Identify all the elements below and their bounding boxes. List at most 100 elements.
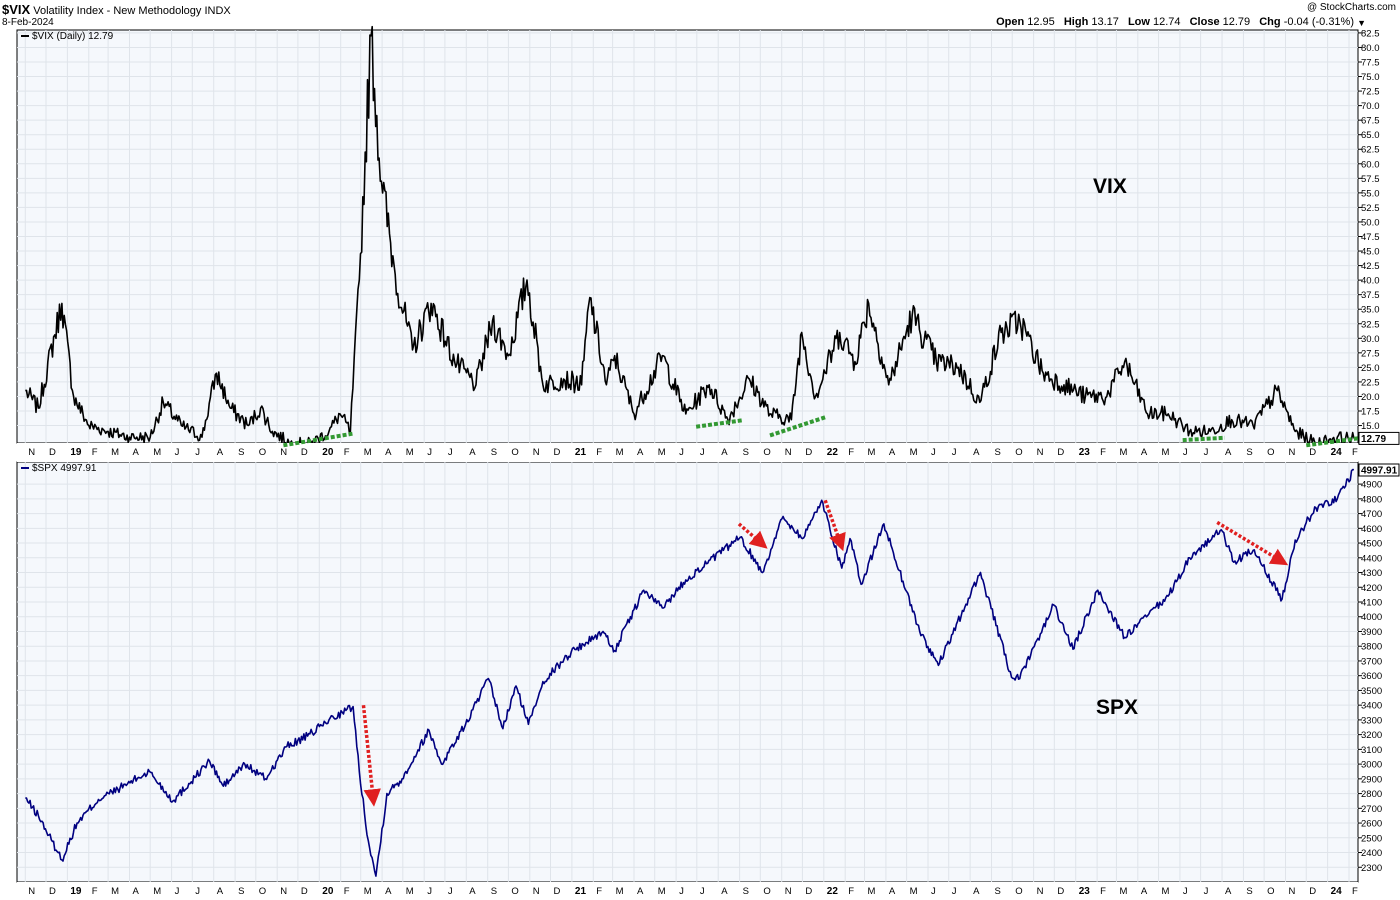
x-tick-label: F <box>1352 447 1358 458</box>
x-tick-label: S <box>1246 447 1252 458</box>
symbol: $VIX <box>2 2 31 17</box>
x-tick-label: A <box>1225 886 1232 897</box>
x-tick-label: N <box>785 886 792 897</box>
x-tick-label: J <box>679 886 684 897</box>
symbol-name: Volatility Index - New Methodology <box>33 5 202 17</box>
y-tick-label: 82.5 <box>1361 28 1380 39</box>
x-tick-label: J <box>679 447 684 458</box>
x-tick-label: S <box>743 886 749 897</box>
x-axis-bottom: N D 19 F M A M J J A S O N D 20 F M A M J J A S O N D 21 F M A M J J A S O N… <box>17 882 1358 899</box>
x-tick-label: D <box>301 886 308 897</box>
y-tick-label: 4600 <box>1361 524 1382 535</box>
y-tick-label: 70.0 <box>1361 101 1380 112</box>
x-tick-label: N <box>533 447 540 458</box>
x-tick-label: J <box>931 886 936 897</box>
x-tick-label: D <box>1309 447 1316 458</box>
y-tick-label: 4800 <box>1361 494 1382 505</box>
y-tick-label: 55.0 <box>1361 188 1380 199</box>
stat-label-chg: Chg <box>1259 16 1281 28</box>
y-tick-label: 4100 <box>1361 598 1382 609</box>
chart-title: $VIX Volatility Index - New Methodology … <box>2 2 231 17</box>
x-tick-label: M <box>153 447 161 458</box>
last-value-label: 4997.91 <box>1361 466 1398 477</box>
x-tick-label: D <box>805 886 812 897</box>
x-tick-label: 19 <box>70 447 82 458</box>
dropdown-caret-icon[interactable]: ▼ <box>1357 18 1366 28</box>
x-tick-label: A <box>132 886 139 897</box>
x-axis-band <box>17 882 1358 899</box>
y-tick-label: 4000 <box>1361 612 1382 623</box>
x-tick-label: M <box>658 886 666 897</box>
x-tick-label: A <box>385 447 392 458</box>
x-tick-label: A <box>637 447 644 458</box>
y-tick-label: 17.5 <box>1361 407 1380 418</box>
x-tick-label: M <box>111 886 119 897</box>
vix-annotation: VIX <box>1093 175 1127 198</box>
x-axis-band <box>17 443 1358 462</box>
x-tick-label: 24 <box>1331 886 1343 897</box>
red-arrow <box>823 499 846 552</box>
y-tick-label: 72.5 <box>1361 87 1380 98</box>
x-tick-label: J <box>448 886 453 897</box>
x-tick-label: 23 <box>1079 447 1091 458</box>
x-tick-label: M <box>1162 447 1170 458</box>
x-tick-label: A <box>385 886 392 897</box>
y-tick-label: 25.0 <box>1361 363 1380 374</box>
copyright: @ StockCharts.com <box>1306 2 1396 13</box>
x-tick-label: F <box>596 886 602 897</box>
stat-value-open: 12.95 <box>1027 16 1055 28</box>
x-axis-top: N D 19 F M A M J J A S O N D 20 F M A M J J A S O N D 21 F M A M J J A S O N… <box>17 443 1358 462</box>
y-tick-label: 35.0 <box>1361 305 1380 316</box>
plot-area <box>16 461 1359 883</box>
x-tick-label: J <box>1204 447 1209 458</box>
x-tick-label: F <box>1100 447 1106 458</box>
y-tick-label: 4700 <box>1361 509 1382 520</box>
x-tick-label: 21 <box>575 447 587 458</box>
x-tick-label: A <box>973 886 980 897</box>
y-tick-label: 37.5 <box>1361 290 1380 301</box>
y-tick-label: 57.5 <box>1361 174 1380 185</box>
y-tick-label: 3800 <box>1361 642 1382 653</box>
x-tick-label: N <box>1037 447 1044 458</box>
y-tick-label: 22.5 <box>1361 377 1380 388</box>
x-tick-label: J <box>952 886 957 897</box>
x-tick-label: J <box>195 886 200 897</box>
x-tick-label: D <box>554 886 561 897</box>
y-tick-label: 3700 <box>1361 656 1382 667</box>
y-tick-label: 3400 <box>1361 701 1382 712</box>
y-tick-label: 3000 <box>1361 760 1382 771</box>
y-tick-label: 15.0 <box>1361 421 1380 432</box>
y-tick-label: 67.5 <box>1361 116 1380 127</box>
y-tick-label: 52.5 <box>1361 203 1380 214</box>
x-tick-label: F <box>344 886 350 897</box>
x-tick-label: O <box>259 447 266 458</box>
y-tick-label: 80.0 <box>1361 43 1380 54</box>
x-tick-label: D <box>1057 447 1064 458</box>
vix-panel: 15.0 17.5 20.0 22.5 25.0 27.5 30.0 32.5 35.0 37.5… <box>16 25 1400 450</box>
x-tick-label: F <box>344 447 350 458</box>
x-tick-label: A <box>637 886 644 897</box>
x-tick-label: N <box>28 886 35 897</box>
chart-header: $VIX Volatility Index - New Methodology … <box>0 0 1400 30</box>
x-tick-label: A <box>1225 447 1232 458</box>
x-tick-label: N <box>533 886 540 897</box>
y-tick-label: 2700 <box>1361 804 1382 815</box>
x-tick-label: D <box>1309 886 1316 897</box>
stat-value-low: 12.74 <box>1153 16 1181 28</box>
y-tick-label: 75.0 <box>1361 72 1380 83</box>
x-tick-label: J <box>1183 886 1188 897</box>
x-tick-label: D <box>49 447 56 458</box>
x-tick-label: M <box>406 447 414 458</box>
y-tick-label: 3600 <box>1361 671 1382 682</box>
x-tick-label: M <box>153 886 161 897</box>
x-tick-label: 19 <box>70 886 82 897</box>
stat-label-low: Low <box>1127 16 1150 28</box>
vix-series-line <box>25 25 1355 450</box>
x-tick-label: M <box>868 886 876 897</box>
y-tick-label: 4400 <box>1361 553 1382 564</box>
support-dashed-line <box>769 414 828 438</box>
red-arrow <box>1216 520 1289 566</box>
support-dashed-line <box>1182 435 1225 443</box>
stat-value-chg: -0.04 (-0.31%) <box>1283 16 1354 28</box>
last-value-box <box>1358 431 1400 445</box>
